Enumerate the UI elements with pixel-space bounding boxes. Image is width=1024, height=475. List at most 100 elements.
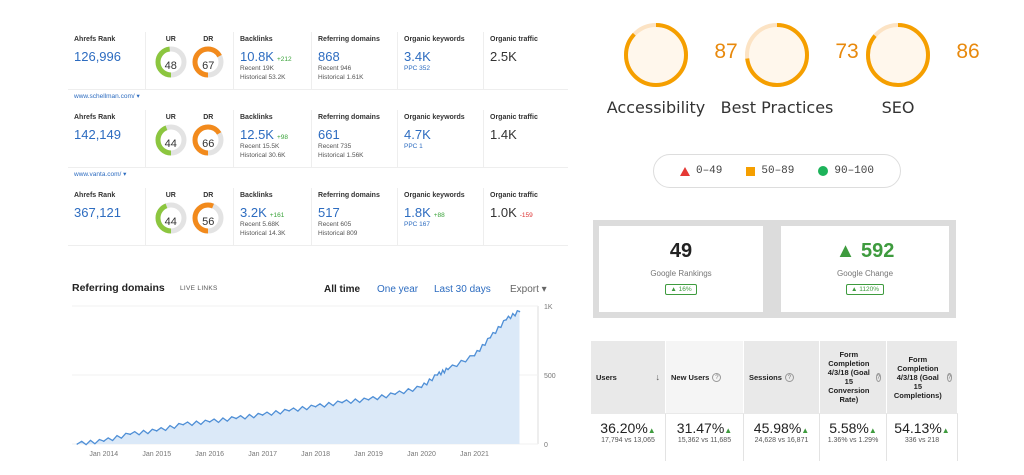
- dr-gauge-arc: [192, 124, 224, 156]
- organic-keywords-label: Organic keywords: [404, 114, 465, 121]
- score-name: Accessibility: [606, 98, 706, 117]
- x-tick-label: Jan 2021: [460, 451, 489, 458]
- table-header[interactable]: Form Completion 4/3/18 (Goal 15 Completi…: [887, 341, 958, 413]
- header-label: New Users: [671, 372, 710, 382]
- table-header[interactable]: Form Completion 4/3/18 (Goal 15 Conversi…: [820, 341, 887, 413]
- circle-green-icon: [818, 166, 829, 176]
- tab-one-year[interactable]: One year: [377, 284, 419, 295]
- backlinks-cell: Backlinks 12.5K +98 Recent 15.5K Historical …: [234, 110, 312, 167]
- domain-selector[interactable]: www.schellman.com/ ▾: [74, 93, 140, 100]
- data-point: [208, 421, 211, 423]
- ahrefs-rank-value: 126,996: [74, 49, 121, 64]
- live-links-badge: LIVE LINKS: [180, 285, 218, 292]
- domain-selector[interactable]: www.vanta.com/ ▾: [74, 171, 127, 178]
- referring-domains-cell: Referring domains 517 Recent 605 Historical…: [312, 188, 398, 245]
- percent-value: 5.58%: [829, 420, 869, 436]
- data-point: [261, 414, 264, 416]
- organic-keywords-value[interactable]: 3.4K: [404, 49, 431, 64]
- data-point: [394, 393, 396, 396]
- ahrefs-rank-cell: Ahrefs Rank 142,149: [68, 110, 146, 167]
- organic-traffic-line: 1.4K: [490, 127, 562, 142]
- y-tick-label: 1K: [544, 304, 553, 311]
- rating-gauges: UR 44 DR 56: [146, 188, 234, 245]
- data-point: [341, 401, 343, 404]
- header-label: Form Completion 4/3/18 (Goal 15 Completi…: [893, 354, 942, 400]
- header-label: Form Completion 4/3/18 (Goal 15 Conversi…: [827, 350, 870, 404]
- data-point: [447, 368, 449, 371]
- ppc-value[interactable]: PPC 1: [404, 143, 423, 150]
- google-rankings-pill: ▲ 16%: [665, 284, 697, 295]
- backlinks-label: Backlinks: [240, 192, 273, 199]
- organic-keywords-label: Organic keywords: [404, 36, 465, 43]
- data-point: [235, 417, 237, 420]
- score-arc: [745, 23, 809, 87]
- table-cell: 31.47%▲ 15,362 vs 11,685: [666, 414, 744, 461]
- score-circle: 73: [742, 20, 859, 90]
- table-header[interactable]: New Users?: [666, 341, 744, 413]
- ur-gauge: UR 48: [153, 36, 189, 80]
- table-cell: 54.13%▲ 336 vs 218: [887, 414, 958, 461]
- x-tick-label: Jan 2016: [195, 451, 224, 458]
- backlinks-recent: Recent 15.5K: [240, 143, 280, 150]
- referring-domains-value[interactable]: 868: [318, 49, 340, 64]
- help-icon[interactable]: ?: [712, 372, 722, 382]
- organic-traffic-cell: Organic traffic 1.0K -159: [484, 188, 568, 245]
- dr-label: DR: [203, 114, 214, 121]
- referring-domains-historical: Historical 809: [318, 230, 358, 237]
- dr-gauge-arc: [192, 202, 224, 234]
- backlinks-value[interactable]: 12.5K: [240, 127, 274, 142]
- tab-last-30-days[interactable]: Last 30 days: [434, 284, 491, 295]
- data-point: [505, 319, 508, 321]
- backlinks-line: 12.5K +98: [240, 127, 305, 142]
- y-tick-label: 500: [544, 373, 556, 380]
- backlinks-value[interactable]: 3.2K: [240, 205, 267, 220]
- backlinks-value[interactable]: 10.8K: [240, 49, 274, 64]
- data-point: [129, 433, 132, 436]
- rating-gauges: UR 48 DR 67: [146, 32, 234, 89]
- google-rankings-value: 49: [669, 240, 693, 262]
- score-arc: [866, 23, 930, 87]
- rankings-panel: 49 Google Rankings ▲ 16% ▲ 592 Google Ch…: [593, 220, 956, 318]
- chart-title: Referring domains: [72, 282, 165, 294]
- organic-keywords-value[interactable]: 4.7K: [404, 127, 431, 142]
- score-arc: [624, 23, 688, 87]
- help-icon[interactable]: ?: [784, 372, 794, 382]
- google-change-value: ▲ 592: [835, 240, 895, 262]
- dr-value: 56: [202, 216, 215, 228]
- referring-domains-recent: Recent 605: [318, 221, 352, 228]
- organic-traffic-line: 2.5K: [490, 49, 562, 64]
- referring-domains-value[interactable]: 661: [318, 127, 340, 142]
- series-area: [77, 310, 520, 445]
- help-icon[interactable]: ?: [946, 372, 952, 382]
- dr-value: 66: [202, 138, 215, 150]
- dr-gauge: DR 56: [190, 192, 226, 236]
- google-change-card: ▲ 592 Google Change ▲ 1120%: [781, 226, 949, 312]
- percent-value-line: 31.47%▲: [666, 420, 743, 436]
- ur-label: UR: [165, 114, 176, 121]
- table-header[interactable]: Sessions?: [744, 341, 820, 413]
- x-tick-label: Jan 2015: [142, 451, 171, 458]
- ur-value: 48: [164, 60, 177, 72]
- sort-arrow-icon[interactable]: ↓: [655, 372, 661, 382]
- backlinks-cell: Backlinks 10.8K +212 Recent 19K Historical 5…: [234, 32, 312, 89]
- organic-keywords-line: 4.7K: [404, 127, 477, 142]
- referring-domains-recent: Recent 735: [318, 143, 352, 150]
- organic-keywords-line: 1.8K +88: [404, 205, 477, 220]
- ppc-value[interactable]: PPC 352: [404, 65, 431, 72]
- ppc-value[interactable]: PPC 167: [404, 221, 431, 228]
- legend-orange: 50–89: [761, 165, 795, 177]
- tab-all-time[interactable]: All time: [324, 284, 361, 295]
- backlinks-recent: Recent 19K: [240, 65, 274, 72]
- organic-keywords-value[interactable]: 1.8K: [404, 205, 431, 220]
- data-point: [102, 440, 105, 443]
- y-tick-label: 0: [544, 442, 548, 449]
- referring-domains-cell: Referring domains 661 Recent 735 Historical…: [312, 110, 398, 167]
- referring-domains-label: Referring domains: [318, 114, 380, 121]
- backlinks-label: Backlinks: [240, 114, 273, 121]
- organic-traffic-cell: Organic traffic 1.4K: [484, 110, 568, 167]
- organic-keywords-cell: Organic keywords 3.4K PPC 352: [398, 32, 484, 89]
- help-icon[interactable]: ?: [875, 372, 881, 382]
- export-button[interactable]: Export ▾: [510, 284, 547, 295]
- referring-domains-value[interactable]: 517: [318, 205, 340, 220]
- table-header[interactable]: Users ↓: [591, 341, 666, 413]
